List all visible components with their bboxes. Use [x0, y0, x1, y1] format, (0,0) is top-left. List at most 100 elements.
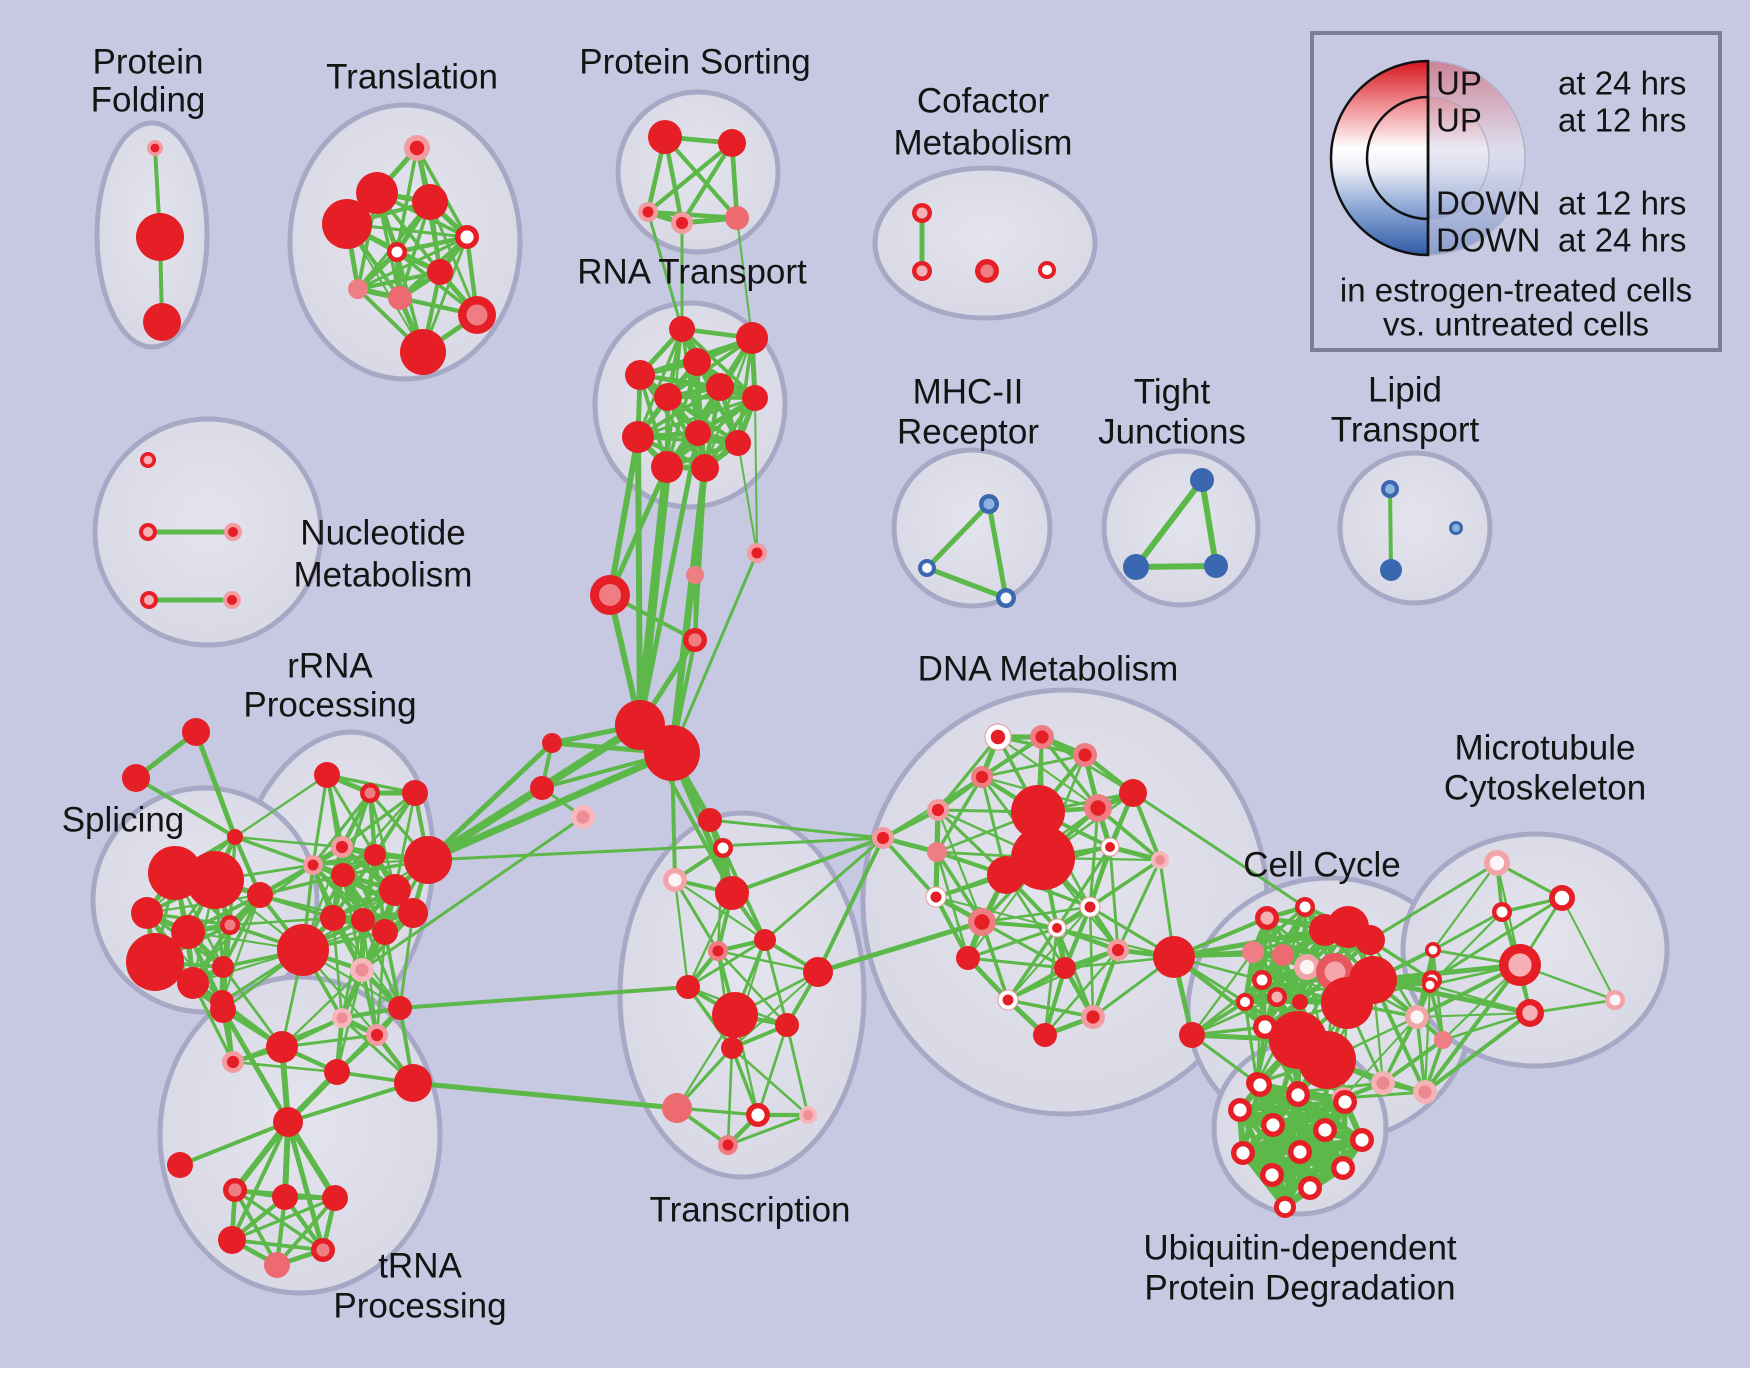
- gene-node: [143, 303, 181, 341]
- network-edge: [1423, 983, 1432, 1094]
- gene-node: [775, 1013, 799, 1037]
- cluster-label-microtubule-cytoskeleton-line1: Microtubule: [1455, 729, 1636, 768]
- gene-node: [332, 1008, 352, 1028]
- network-edge: [1430, 896, 1564, 982]
- gene-node: [1190, 468, 1214, 492]
- gene-node: [1449, 521, 1463, 535]
- gene-node: [388, 996, 412, 1020]
- network-edge: [1423, 1011, 1532, 1094]
- gene-node: [984, 723, 1012, 751]
- network-edge: [785, 1023, 810, 1117]
- network-edge: [662, 134, 740, 221]
- gene-node: [350, 958, 374, 982]
- gene-node: [1228, 1098, 1252, 1122]
- cluster-label-trna-processing-line1: tRNA: [378, 1247, 462, 1286]
- gene-node: [872, 827, 894, 849]
- gene-node: [372, 919, 398, 945]
- gene-node: [1073, 743, 1097, 767]
- gene-node: [651, 451, 683, 483]
- gene-node: [718, 129, 746, 157]
- gene-node: [671, 212, 693, 234]
- gene-node: [571, 805, 595, 829]
- gene-node: [799, 1106, 817, 1124]
- gene-node: [1038, 261, 1056, 279]
- network-edge: [607, 464, 670, 598]
- gene-node: [654, 383, 682, 411]
- gene-node: [1371, 1071, 1395, 1095]
- gene-node: [1286, 1083, 1310, 1107]
- gene-node: [1079, 896, 1101, 918]
- network-edge: [340, 791, 417, 849]
- gene-node: [379, 874, 411, 906]
- network-edge: [673, 878, 690, 989]
- network-edge: [996, 735, 1100, 810]
- gene-node: [1605, 990, 1625, 1010]
- gene-node: [351, 908, 375, 932]
- gene-node: [676, 975, 700, 999]
- gene-node: [683, 628, 707, 652]
- gene-node: [455, 225, 479, 249]
- gene-node: [1047, 918, 1067, 938]
- cluster-label-transcription-line1: Transcription: [650, 1191, 851, 1230]
- legend-row-2-time: at 12 hrs: [1558, 102, 1686, 139]
- network-edge: [979, 734, 1045, 780]
- legend-row-2-direction: UP: [1436, 102, 1482, 139]
- gene-node: [1100, 837, 1120, 857]
- gene-node: [715, 876, 749, 910]
- network-edge: [815, 919, 985, 975]
- gene-node: [971, 766, 993, 788]
- cluster-label-nucleotide-metabolism-line2: Metabolism: [294, 556, 473, 595]
- cluster-label-nucleotide-metabolism-line1: Nucleotide: [300, 514, 465, 553]
- network-edge: [1431, 910, 1504, 952]
- gene-node: [356, 172, 398, 214]
- cluster-label-tight-junctions-line2: Junctions: [1098, 413, 1246, 452]
- network-edge: [636, 327, 684, 439]
- gene-node: [398, 898, 428, 928]
- gene-node: [366, 1024, 388, 1046]
- network-edge: [670, 551, 759, 755]
- gene-node: [222, 1051, 244, 1073]
- network-edge: [393, 791, 417, 892]
- gene-node: [266, 1031, 298, 1063]
- cluster-label-mhc-ii-receptor-line1: MHC-II: [913, 373, 1024, 412]
- gene-node: [1033, 1023, 1057, 1047]
- cluster-label-rrna-processing-line1: rRNA: [287, 647, 373, 686]
- gene-node: [686, 566, 704, 584]
- network-edge: [636, 385, 722, 439]
- gene-node: [1252, 970, 1272, 990]
- gene-node: [210, 997, 236, 1023]
- gene-node: [1355, 925, 1385, 955]
- network-edge: [635, 462, 672, 730]
- legend-row-4-direction: DOWN: [1436, 222, 1540, 259]
- gene-node: [171, 915, 205, 949]
- network-edge: [1251, 905, 1307, 954]
- gene-node: [1516, 999, 1544, 1027]
- gene-node: [126, 933, 184, 991]
- legend: UP at 24 hrs UP at 12 hrs DOWN at 12 hrs DOWN a…: [1310, 31, 1722, 352]
- legend-row-1-time: at 24 hrs: [1558, 65, 1686, 102]
- legend-caption-line2: vs. untreated cells: [1383, 306, 1649, 343]
- network-edge: [645, 140, 735, 215]
- gene-node: [1425, 942, 1441, 958]
- gene-node: [140, 452, 156, 468]
- network-edge: [980, 753, 1087, 779]
- cluster-label-dna-metabolism-line1: DNA Metabolism: [918, 650, 1179, 689]
- gene-node: [273, 1107, 303, 1137]
- gene-node: [1242, 941, 1264, 963]
- network-edge: [1368, 861, 1499, 942]
- cluster-label-lipid-transport-line2: Transport: [1331, 411, 1480, 450]
- gene-node: [927, 799, 949, 821]
- gene-node: [590, 575, 630, 615]
- gene-node: [314, 762, 340, 788]
- cluster-label-tight-junctions-line1: Tight: [1134, 373, 1211, 412]
- gene-node: [979, 494, 999, 514]
- network-edge: [736, 217, 753, 339]
- network-edge: [1088, 806, 1100, 909]
- network-edge: [986, 501, 1009, 601]
- gene-node: [669, 316, 695, 342]
- network-edge: [737, 442, 758, 554]
- network-edge: [936, 808, 984, 924]
- gene-node: [713, 838, 733, 858]
- network-edge: [1561, 897, 1616, 1001]
- gene-node: [691, 454, 719, 482]
